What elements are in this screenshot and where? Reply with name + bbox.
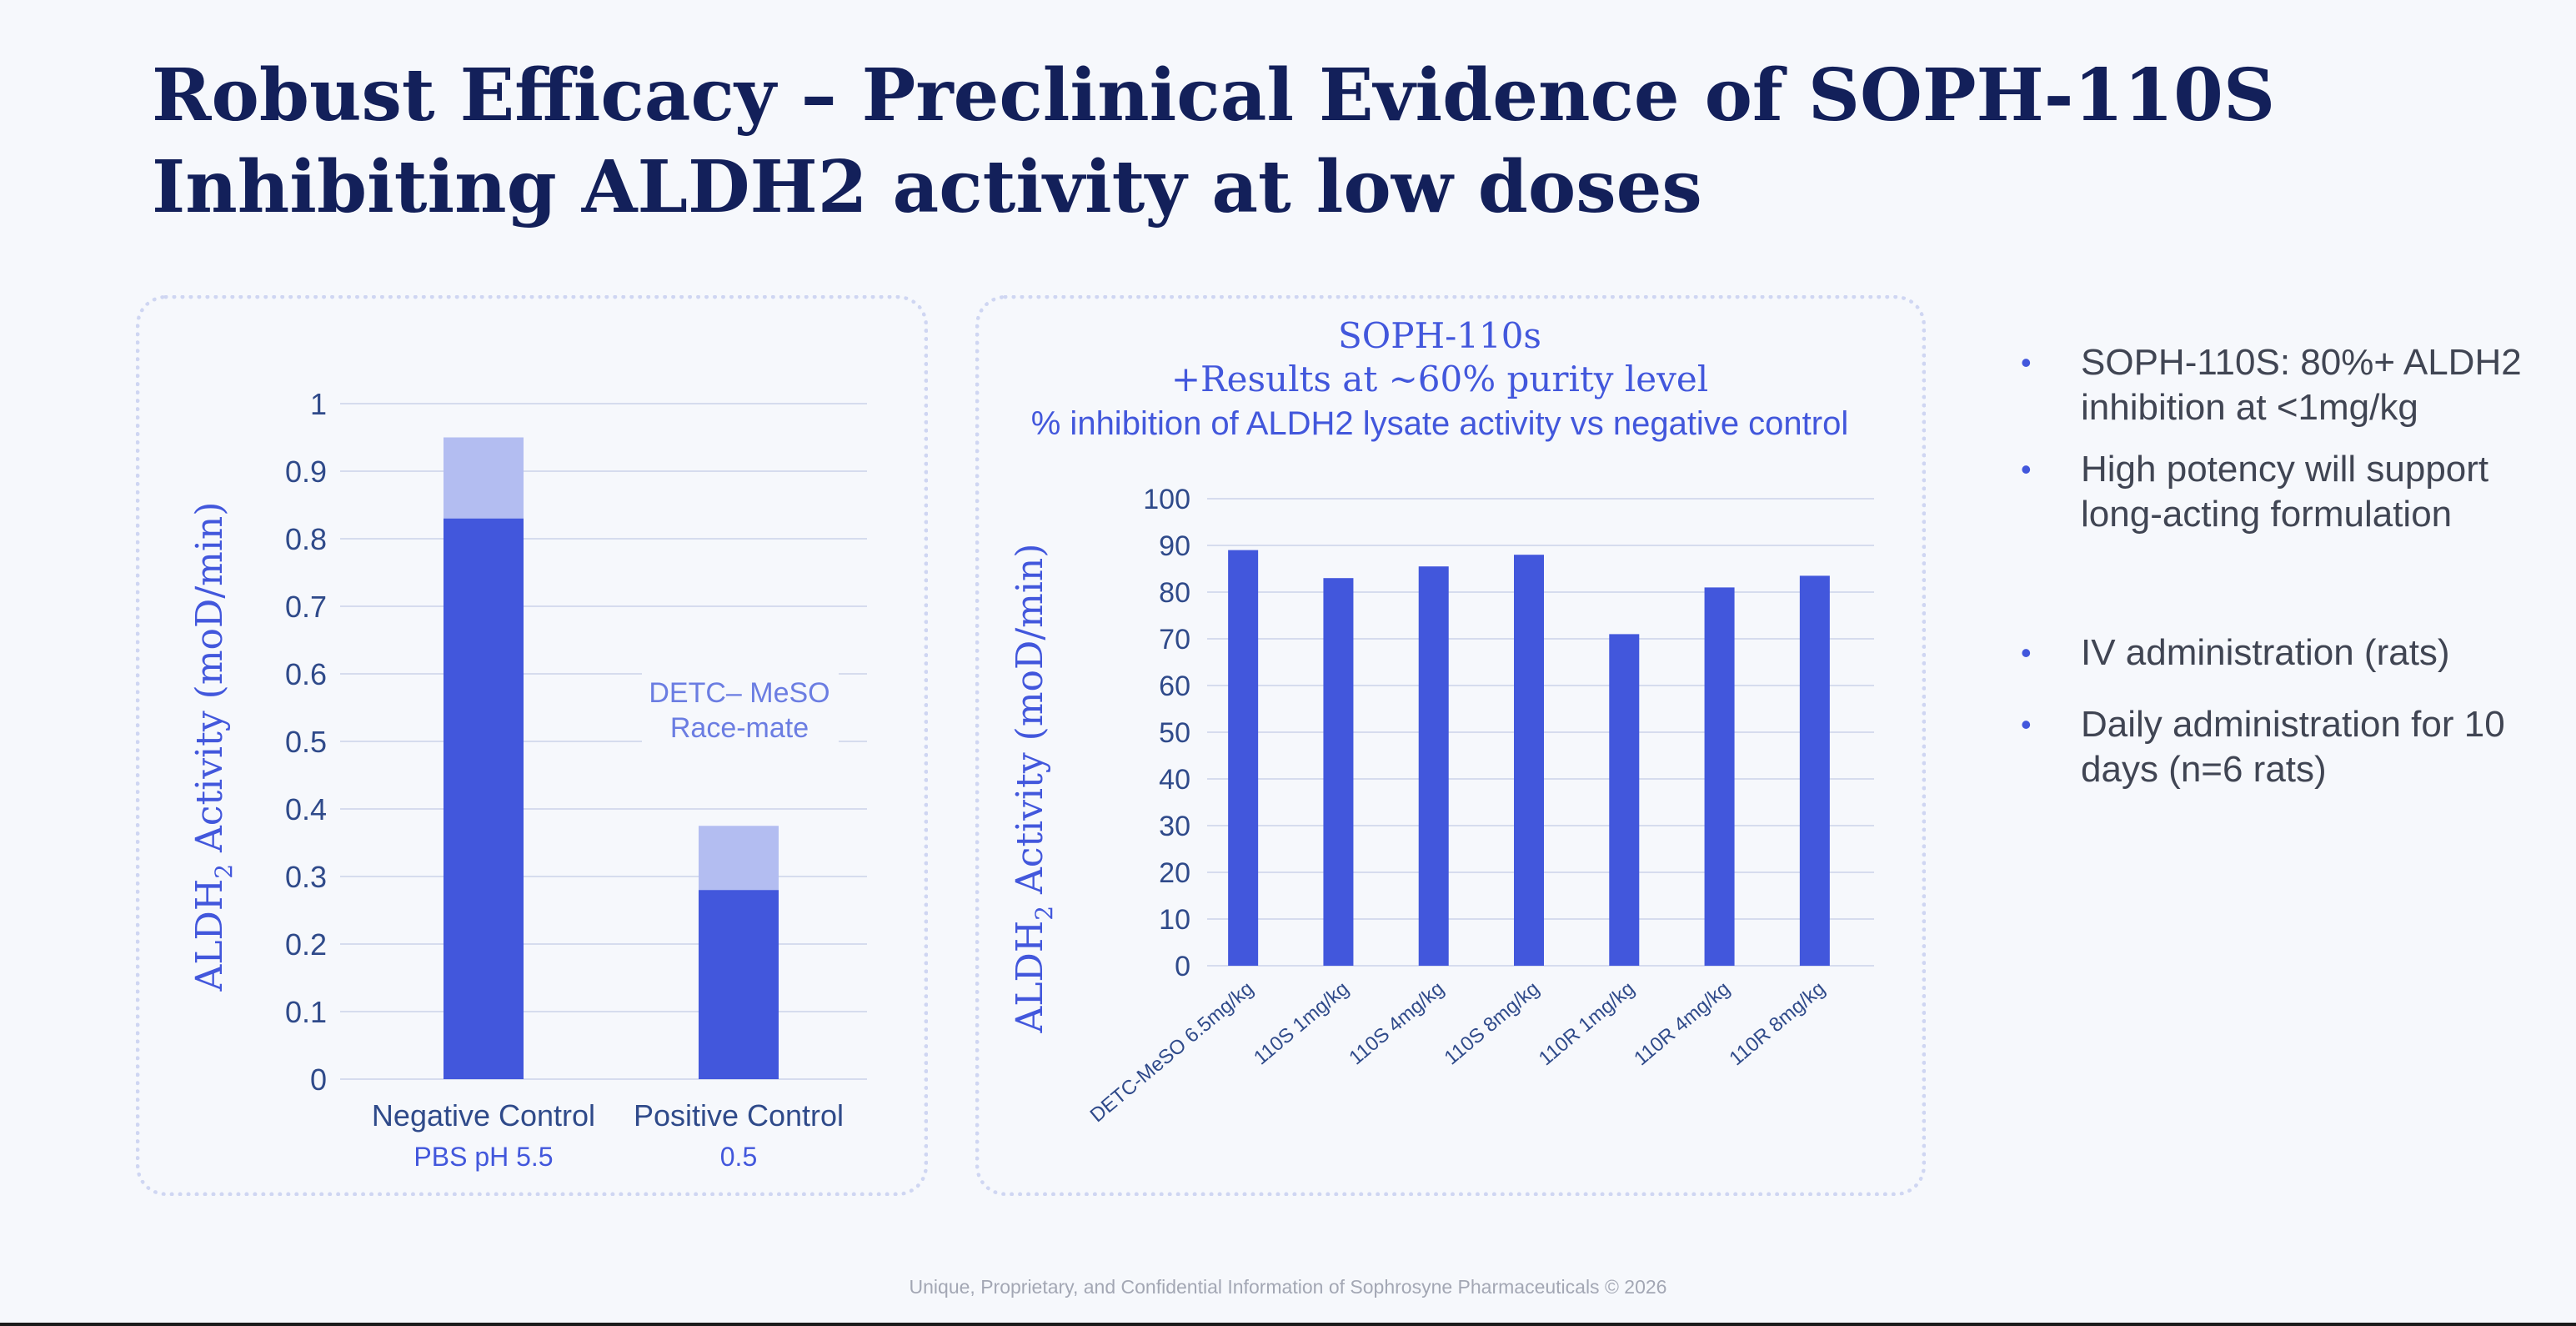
x-category-label: 110S 1mg/kg bbox=[1250, 977, 1353, 1069]
x-category-label: 110R 1mg/kg bbox=[1535, 977, 1639, 1070]
bullet-text: High potency will support long-acting fo… bbox=[2081, 449, 2489, 535]
bullet-item: • High potency will support long-acting … bbox=[2017, 447, 2551, 537]
right-chart-panel bbox=[975, 295, 1926, 1196]
x-category-sublabel: PBS pH 5.5 bbox=[413, 1142, 553, 1172]
y-tick-label: 30 bbox=[1159, 811, 1190, 842]
slide-title-line-1: Robust Efficacy – Preclinical Evidence o… bbox=[152, 53, 2276, 138]
bullet-text: IV administration (rats) bbox=[2081, 632, 2450, 673]
bullet-dot: • bbox=[2021, 452, 2032, 486]
y-tick-label: 0 bbox=[1175, 951, 1190, 982]
y-axis-title: ALDH2 Activity (moD/min) bbox=[1009, 544, 1058, 1034]
bar bbox=[1704, 587, 1735, 966]
chart-caption: % inhibition of ALDH2 lysate activity vs… bbox=[1031, 405, 1849, 442]
x-category-label: 110S 4mg/kg bbox=[1345, 977, 1448, 1069]
x-category-label: DETC-MeSO 6.5mg/kg bbox=[1086, 977, 1258, 1127]
annotation-label: DETC– MeSO bbox=[649, 677, 829, 709]
y-tick-label: 100 bbox=[1143, 484, 1190, 515]
y-tick-label: 1 bbox=[310, 387, 327, 421]
y-tick-label: 40 bbox=[1159, 764, 1190, 796]
bar-segment-lower bbox=[444, 518, 524, 1079]
bar bbox=[1514, 555, 1544, 966]
footer-confidentiality-note: Unique, Proprietary, and Confidential In… bbox=[909, 1276, 1667, 1298]
bar bbox=[1228, 550, 1259, 966]
y-tick-label: 0.7 bbox=[285, 590, 327, 624]
bullet-item: • IV administration (rats) bbox=[2017, 630, 2551, 676]
y-tick-label: 90 bbox=[1159, 530, 1190, 562]
x-category-label: Negative Control bbox=[372, 1098, 595, 1133]
bar bbox=[1609, 634, 1640, 966]
left-chart-panel bbox=[136, 295, 928, 1196]
annotation-label: Race-mate bbox=[670, 712, 809, 744]
bullet-text: SOPH-110S: 80%+ ALDH2 inhibition at <1mg… bbox=[2081, 342, 2522, 428]
chart-title: SOPH-110s bbox=[1338, 315, 1541, 356]
bullet-dot: • bbox=[2021, 707, 2032, 741]
bar bbox=[1799, 575, 1830, 966]
y-tick-label: 50 bbox=[1159, 717, 1190, 749]
bottom-divider bbox=[0, 1323, 2576, 1326]
x-category-label: 110R 4mg/kg bbox=[1630, 977, 1734, 1070]
y-axis-title: ALDH2 Activity (moD/min) bbox=[188, 502, 238, 992]
bar-segment-lower bbox=[699, 890, 779, 1079]
y-tick-label: 0.4 bbox=[285, 792, 327, 826]
bar-segment-upper bbox=[699, 826, 779, 891]
y-tick-label: 10 bbox=[1159, 904, 1190, 936]
bar bbox=[1418, 566, 1449, 966]
y-tick-label: 0.2 bbox=[285, 927, 327, 962]
y-tick-label: 0.5 bbox=[285, 725, 327, 759]
bar bbox=[1323, 578, 1354, 966]
bullet-dot: • bbox=[2021, 635, 2032, 670]
bullet-item: • SOPH-110S: 80%+ ALDH2 inhibition at <1… bbox=[2017, 340, 2551, 430]
bar-segment-upper bbox=[444, 437, 524, 519]
annotation-background bbox=[642, 667, 839, 751]
bullet-dot: • bbox=[2021, 345, 2032, 379]
y-tick-label: 80 bbox=[1159, 577, 1190, 609]
y-tick-label: 60 bbox=[1159, 671, 1190, 702]
y-tick-label: 0.3 bbox=[285, 860, 327, 894]
y-tick-label: 0.8 bbox=[285, 522, 327, 556]
bullet-item: • Daily administration for 10 days (n=6 … bbox=[2017, 702, 2551, 792]
slide-title: Robust Efficacy – Preclinical Evidence o… bbox=[152, 50, 2403, 234]
y-tick-label: 0 bbox=[310, 1062, 327, 1097]
x-category-label: Positive Control bbox=[634, 1098, 844, 1133]
y-tick-label: 0.6 bbox=[285, 657, 327, 691]
bullet-text: Daily administration for 10 days (n=6 ra… bbox=[2081, 704, 2505, 790]
y-tick-label: 70 bbox=[1159, 624, 1190, 655]
x-category-label: 110S 8mg/kg bbox=[1441, 977, 1544, 1069]
x-category-label: 110R 8mg/kg bbox=[1725, 977, 1829, 1070]
y-tick-label: 0.1 bbox=[285, 995, 327, 1029]
chart-subtitle: +Results at ~60% purity level bbox=[1171, 359, 1708, 399]
slide-title-line-2: Inhibiting ALDH2 activity at low doses bbox=[152, 145, 1702, 229]
key-points-list: • SOPH-110S: 80%+ ALDH2 inhibition at <1… bbox=[2017, 340, 2551, 792]
x-category-sublabel: 0.5 bbox=[720, 1142, 757, 1172]
y-tick-label: 20 bbox=[1159, 857, 1190, 889]
y-tick-label: 0.9 bbox=[285, 455, 327, 489]
